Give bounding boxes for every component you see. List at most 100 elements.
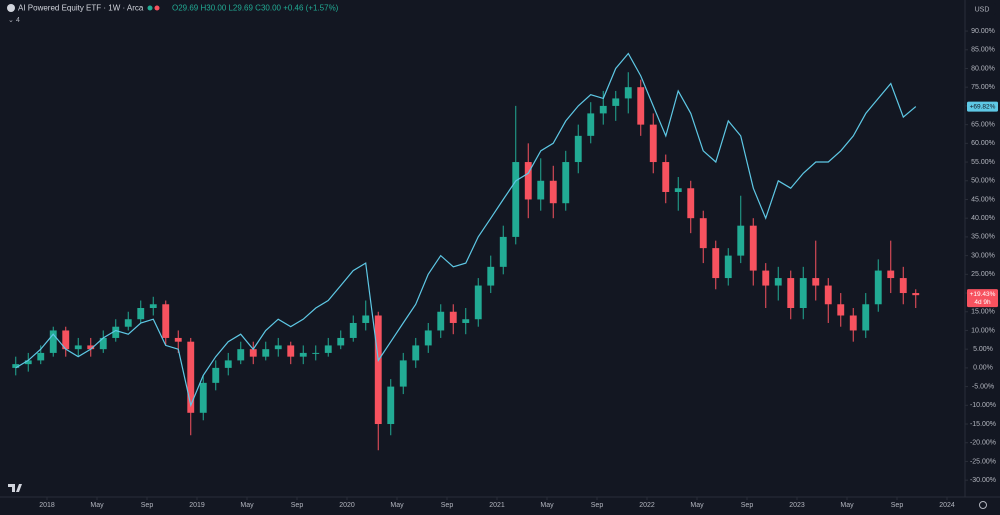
- candle-body: [324, 345, 332, 353]
- x-tick-label: May: [690, 502, 704, 509]
- x-tick-label: May: [840, 502, 854, 509]
- candle-body: [699, 218, 707, 249]
- x-tick-label: 2019: [189, 502, 205, 509]
- candle-body: [562, 162, 570, 204]
- x-tick-label: Sep: [591, 502, 604, 509]
- candle-body: [12, 364, 20, 368]
- candle-body: [599, 105, 607, 114]
- x-tick-label: May: [90, 502, 104, 509]
- comparison-line: [15, 52, 917, 408]
- ohlc-values: O29.69 H30.00 L29.69 C30.00 +0.46 (+1.57…: [172, 4, 339, 13]
- tradingview-logo[interactable]: [8, 484, 22, 492]
- candle-body: [337, 337, 345, 346]
- candle-body: [774, 278, 782, 286]
- candle-body: [912, 293, 920, 296]
- candle-body: [499, 236, 507, 267]
- candle-body: [849, 315, 857, 331]
- candle-body: [874, 270, 882, 305]
- collapse-icon[interactable]: ⌄: [8, 17, 14, 24]
- y-tick-label: -30.00%: [970, 477, 996, 484]
- x-tick-label: May: [240, 502, 254, 509]
- y-tick-label: 10.00%: [971, 327, 995, 334]
- indicator-count[interactable]: 4: [16, 17, 20, 24]
- symbol-title[interactable]: AI Powered Equity ETF · 1W · Arca: [18, 4, 144, 13]
- candle-body: [262, 349, 270, 357]
- y-tick-label: 75.00%: [971, 84, 995, 91]
- symbol-logo[interactable]: [7, 4, 15, 12]
- candle-body: [674, 188, 682, 192]
- candle-body: [212, 367, 220, 383]
- candle-body: [299, 352, 307, 357]
- last-value-badge: [967, 101, 998, 112]
- y-tick-label: 85.00%: [971, 47, 995, 54]
- x-tick-label: Sep: [291, 502, 304, 509]
- candle-body: [224, 360, 232, 368]
- y-tick-label: 80.00%: [971, 65, 995, 72]
- candle-body: [762, 270, 770, 286]
- candle-body: [449, 311, 457, 323]
- y-tick-label: 60.00%: [971, 140, 995, 147]
- candle-body: [287, 345, 295, 357]
- y-tick-label: 90.00%: [971, 28, 995, 35]
- candle-body: [724, 255, 732, 279]
- last-price-label: +19.43%: [970, 291, 996, 298]
- y-tick-label: 35.00%: [971, 234, 995, 241]
- candle-body: [574, 135, 582, 163]
- candle-body: [249, 349, 257, 357]
- currency-button[interactable]: [968, 3, 996, 15]
- x-tick-label: 2023: [789, 502, 805, 509]
- x-tick-label: 2018: [39, 502, 55, 509]
- y-tick-label: 15.00%: [971, 309, 995, 316]
- candle-body: [237, 349, 245, 361]
- candle-body: [587, 113, 595, 136]
- candle-body: [24, 360, 32, 365]
- candle-body: [687, 188, 695, 219]
- settings-icon[interactable]: [979, 501, 987, 509]
- candle-body: [787, 278, 795, 309]
- candle-body: [199, 382, 207, 413]
- candle-body: [824, 285, 832, 305]
- y-tick-label: -25.00%: [970, 458, 996, 465]
- x-tick-label: 2024: [939, 502, 955, 509]
- candle-body: [712, 248, 720, 279]
- candle-body: [187, 341, 195, 413]
- candle-body: [549, 180, 557, 204]
- x-tick-label: Sep: [441, 502, 454, 509]
- x-tick-label: Sep: [891, 502, 904, 509]
- y-tick-label: 45.00%: [971, 196, 995, 203]
- candle-body: [62, 330, 70, 350]
- candle-body: [649, 124, 657, 163]
- candle-body: [737, 225, 745, 256]
- y-tick-label: 65.00%: [971, 121, 995, 128]
- candle-body: [312, 352, 320, 354]
- candle-body: [99, 337, 107, 350]
- candle-body: [899, 278, 907, 294]
- candle-body: [662, 162, 670, 192]
- candle-body: [837, 304, 845, 316]
- x-tick-label: 2021: [489, 502, 505, 509]
- x-tick-label: 2020: [339, 502, 355, 509]
- candle-body: [624, 87, 632, 99]
- candle-body: [462, 319, 470, 323]
- last-price-badge: [967, 289, 998, 308]
- candle-body: [387, 386, 395, 425]
- x-tick-label: Sep: [741, 502, 754, 509]
- y-tick-label: -20.00%: [970, 440, 996, 447]
- currency-label[interactable]: USD: [975, 6, 990, 13]
- y-tick-label: 25.00%: [971, 271, 995, 278]
- candle-body: [487, 266, 495, 286]
- candle-body: [87, 345, 95, 350]
- y-tick-label: 5.00%: [973, 346, 993, 353]
- candle-body: [412, 345, 420, 361]
- candle-body: [49, 330, 57, 353]
- candle-body: [524, 162, 532, 200]
- candle-body: [162, 304, 170, 338]
- y-tick-label: 40.00%: [971, 215, 995, 222]
- candle-body: [149, 304, 157, 309]
- candle-body: [362, 315, 370, 323]
- candle-body: [749, 225, 757, 271]
- candle-body: [612, 98, 620, 106]
- x-tick-label: Sep: [141, 502, 154, 509]
